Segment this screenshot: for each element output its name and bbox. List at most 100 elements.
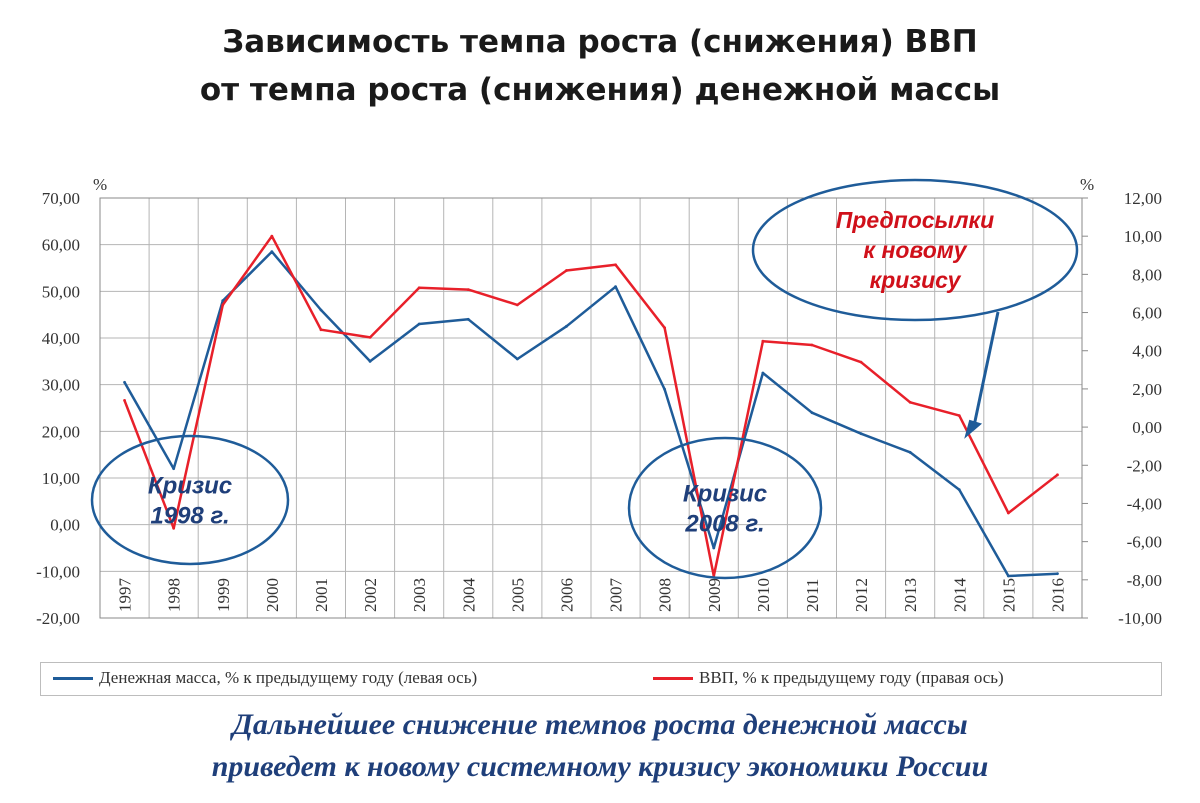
right-axis: 12,00 10,00 8,00 6,00 4,00 2,00 0,00 -2,00 -4,00… [1080,175,1162,628]
crisis-1998-callout-ellipse [90,434,290,566]
left-axis-tick-label: 40,00 [42,329,80,348]
money-supply-point [515,357,519,361]
gdp-point [663,326,667,330]
right-axis-tick-label: 6,00 [1132,304,1162,323]
money-supply-point [859,432,863,436]
gdp-point [319,328,323,332]
left-axis-tick-label: -20,00 [36,609,80,628]
x-tick-label: 2013 [901,578,920,612]
left-axis-tick-label: 30,00 [42,376,80,395]
legend: Денежная масса, % к предыдущему году (ле… [40,662,1162,696]
x-tick-label: 2004 [459,578,478,613]
gdp-point [1056,473,1059,477]
right-axis-tick-label: 10,00 [1124,227,1162,246]
conclusion-line-1: Дальнейшее снижение темпов роста денежно… [232,708,968,741]
gdp-point [221,303,225,307]
left-axis-tick-label: 10,00 [42,469,80,488]
callout-arrow-head [964,419,983,439]
gdp-point [565,269,568,272]
x-tick-label: 2015 [999,578,1018,612]
x-tick-label: 2014 [950,578,969,613]
preconditions-callout-text-line: кризису [870,267,962,293]
money-supply-point [221,299,225,303]
x-tick-label: 1997 [116,578,135,613]
left-axis: 70,00 60,00 50,00 40,00 30,00 20,00 10,00 0,00 -… [36,175,107,628]
series [123,234,1059,578]
left-axis-tick-label: 20,00 [42,422,80,441]
money-supply-point [466,317,470,321]
crisis-1998-callout-text-line: Кризис [148,472,232,499]
gdp-point [172,526,176,530]
crisis-2008-callout-text-line: 2008 г. [684,510,764,537]
title-line-1: Зависимость темпа роста (снижения) ВВП [222,24,978,60]
gdp-point [908,400,912,404]
preconditions-callout-text: Предпосылки к новому кризису [836,207,994,293]
money-supply-point [270,250,274,254]
money-supply-line [123,250,1058,578]
crisis-1998-callout-text-line: 1998 г. [150,502,229,529]
money-supply-point [957,488,961,492]
crisis-1998-callout-text: Кризис 1998 г. [148,472,232,529]
money-supply-point [761,371,765,375]
x-tick-label: 2006 [557,578,576,612]
x-tick-label: 2009 [705,578,724,612]
conclusion: Дальнейшее снижение темпов роста денежно… [0,704,1200,788]
right-axis-tick-label: 2,00 [1132,380,1162,399]
preconditions-callout-ellipse [751,178,1079,322]
x-tick-label: 2016 [1048,578,1067,612]
x-tick-label: 2005 [508,578,527,612]
money-supply-point [1006,574,1010,578]
right-axis-tick-label: 4,00 [1132,342,1162,361]
x-tick-label: 2002 [361,578,380,612]
money-supply-point [417,322,421,326]
legend-label-gdp: ВВП, % к предыдущему году (правая ось) [699,668,1004,687]
money-supply-point [319,308,323,312]
right-axis-tick-label: -8,00 [1127,571,1162,590]
right-axis-unit: % [1080,175,1094,194]
money-supply-point [810,411,814,415]
money-supply-point [1056,572,1059,576]
gdp-point [761,339,765,343]
money-supply-point [123,380,126,384]
x-tick-label: 2010 [754,578,773,612]
right-axis-tick-label: 0,00 [1132,418,1162,437]
x-tick-label: 2001 [312,578,331,612]
gdp-point [957,414,961,418]
left-axis-unit: % [93,175,107,194]
crisis-2008-callout-text-line: Кризис [683,480,767,507]
legend-item-gdp: ВВП, % к предыдущему году (правая ось) [653,668,1004,688]
gdp-point [515,303,519,307]
left-axis-tick-label: 60,00 [42,236,80,255]
gdp-point [859,360,863,364]
left-axis-tick-label: 0,00 [50,516,80,535]
preconditions-callout-text-line: к новому [863,237,967,263]
title-line-2: от темпа роста (снижения) денежной массы [199,72,1001,108]
legend-swatch-gdp [653,676,693,680]
money-supply-point [172,467,176,471]
x-tick-label: 1999 [214,578,233,612]
gdp-point [810,343,814,347]
right-axis-tick-label: 12,00 [1124,189,1162,208]
crisis-2008-callout-ellipse [627,436,823,580]
gdp-point [466,288,470,292]
right-axis-tick-label: -2,00 [1127,456,1162,475]
money-supply-point [614,285,617,289]
gdp-point [614,263,617,267]
gdp-point [1006,511,1010,515]
right-axis-tick-label: -6,00 [1127,533,1162,552]
legend-swatch-money [53,676,93,680]
right-axis-tick-label: 8,00 [1132,265,1162,284]
right-axis-tick-label: -10,00 [1118,609,1162,628]
slide-title: Зависимость темпа роста (снижения) ВВП о… [0,18,1200,114]
money-supply-point [368,359,372,363]
legend-item-money: Денежная масса, % к предыдущему году (ле… [53,668,477,688]
preconditions-callout-text-line: Предпосылки [836,207,994,233]
x-tick-label: 2012 [852,578,871,612]
gdp-point [417,286,421,290]
callouts: Кризис 1998 г. Кризис 2008 г. Предпосылки к н… [90,178,1079,580]
left-axis-tick-label: 70,00 [42,189,80,208]
money-supply-point [908,450,912,454]
callout-arrow-shaft [972,311,1000,427]
money-supply-point [565,324,568,328]
